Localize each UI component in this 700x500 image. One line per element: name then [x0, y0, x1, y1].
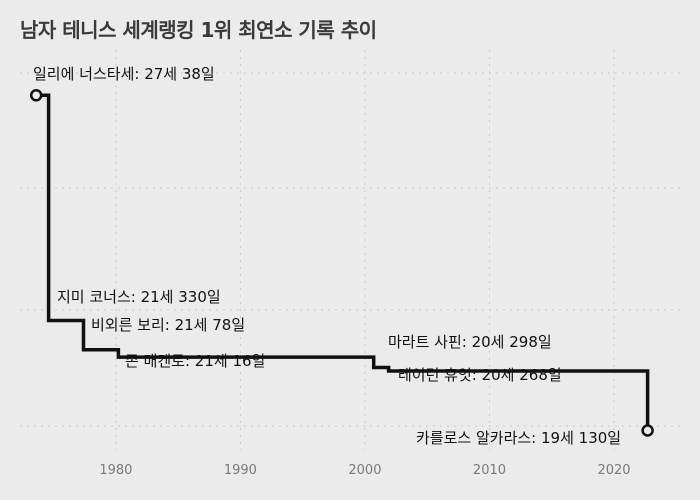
- start-point-marker: [29, 89, 43, 102]
- annotation-label: 마라트 사핀: 20세 298일: [388, 333, 552, 351]
- x-tick-label: 2020: [597, 463, 630, 478]
- horizontal-gridlines: [20, 72, 680, 427]
- chart-title: 남자 테니스 세계랭킹 1위 최연소 기록 추이: [20, 18, 377, 42]
- annotation-label: 카를로스 알카라스: 19세 130일: [416, 429, 621, 447]
- annotation-label: 지미 코너스: 21세 330일: [57, 288, 221, 306]
- annotation-label: 레이턴 휴잇: 20세 268일: [398, 366, 562, 384]
- x-tick-label: 2010: [473, 463, 506, 478]
- end-point-marker: [641, 424, 654, 437]
- vertical-gridlines: [115, 50, 615, 450]
- annotation-label: 비외른 보리: 21세 78일: [91, 316, 245, 334]
- annotation-label: 일리에 너스타세: 27세 38일: [33, 65, 215, 83]
- x-tick-label: 1990: [224, 463, 257, 478]
- record-step-line: [36, 93, 650, 431]
- x-axis-tick-labels: 1980 1990 2000 2010 2020: [99, 463, 630, 478]
- x-tick-label: 1980: [99, 463, 132, 478]
- x-tick-label: 2000: [348, 463, 381, 478]
- annotation-label: 존 매켄로: 21세 16일: [125, 352, 265, 370]
